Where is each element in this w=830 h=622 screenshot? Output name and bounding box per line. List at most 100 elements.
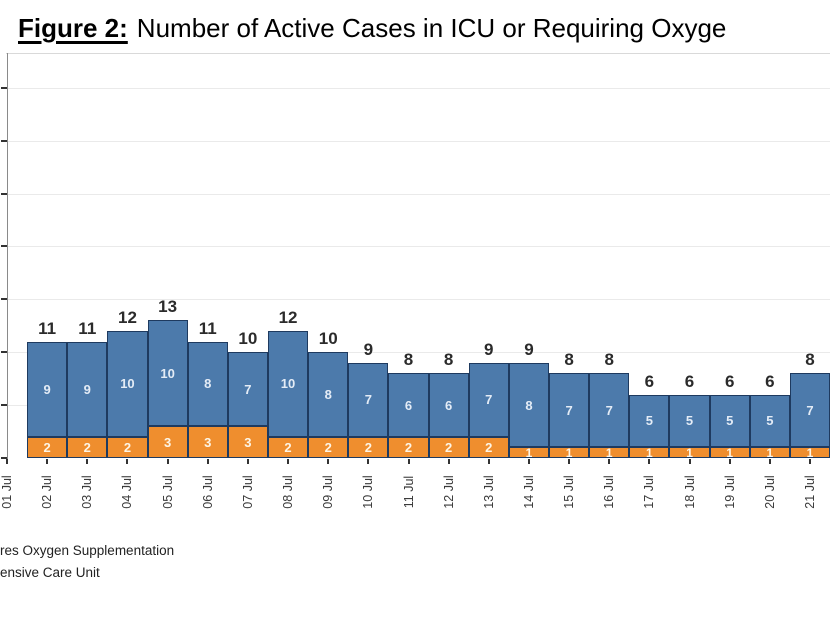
x-axis-tick [768,459,771,464]
bar-total-label: 12 [278,308,298,328]
oxygen-bar-segment: 1 [589,446,630,460]
x-tick-label: 07 Jul [240,475,255,509]
x-tick-label: 18 Jul [682,475,697,509]
bar-05-jul: 10 3 [147,320,188,458]
bar-04-jul: 10 2 [107,331,148,458]
x-tick-label: 03 Jul [80,475,95,509]
bar-total-label: 8 [403,350,414,370]
oxygen-bar-segment: 2 [468,436,509,458]
bar-total-label: 8 [805,350,815,370]
x-axis-tick [166,459,169,464]
oxygen-bar-segment: 2 [107,436,148,458]
icu-bar-segment: 7 [549,373,590,448]
icu-bar-segment: 9 [27,341,68,437]
icu-bar-segment: 6 [428,373,469,437]
bar-total-label: 11 [198,318,217,338]
x-tick-label: 05 Jul [160,475,175,509]
x-axis-tick [568,459,571,464]
oxygen-bar-segment: 1 [629,446,670,460]
oxygen-bar-segment: 2 [67,436,108,458]
oxygen-bar-segment: 1 [709,446,750,460]
y-gridline [8,193,830,195]
icu-bar-segment: 7 [589,373,630,448]
y-axis-tick [1,139,7,142]
x-axis-tick [6,459,8,464]
oxygen-bar-segment: 1 [508,446,550,460]
bar-total-label: 6 [684,371,695,391]
icu-bar-segment: 10 [267,331,309,437]
oxygen-bar-segment: 2 [267,436,309,458]
x-axis-tick [487,459,490,464]
bar-total-label: 8 [604,350,614,370]
x-axis-tick [126,459,129,464]
x-tick-label: 16 Jul [602,475,617,509]
icu-bar-segment: 6 [388,373,429,437]
oxygen-bar-segment: 1 [549,446,590,460]
legend-entry-intensive-care-unit: ensive Care Unit [0,565,100,580]
oxygen-bar-segment: 2 [388,436,429,458]
x-tick-label: 01 Jul [0,475,14,509]
bar-total-label: 6 [765,371,775,391]
oxygen-bar-segment: 2 [428,436,469,458]
y-axis-tick [1,351,7,354]
y-gridline [8,140,830,142]
oxygen-bar-segment: 2 [348,436,389,458]
bar-total-label: 8 [564,350,574,370]
icu-bar-segment: 8 [308,352,349,437]
figure-label: Figure 2: [18,13,128,43]
icu-bar-segment: 5 [669,394,710,448]
x-tick-label: 14 Jul [521,475,536,509]
x-axis-tick [688,459,691,464]
icu-bar-segment: 10 [147,320,188,427]
x-axis-tick [728,459,731,464]
icu-bar-segment: 8 [508,362,550,448]
icu-bar-segment: 7 [227,352,268,427]
x-axis-tick [527,459,530,464]
y-axis-tick [1,457,7,459]
x-axis-tick [287,459,290,464]
bar-total-label: 10 [318,329,338,349]
bar-total-label: 6 [724,371,735,391]
legend-entry-oxygen-supplementation: res Oxygen Supplementation [0,543,175,558]
x-axis-tick [46,459,49,464]
x-tick-label: 04 Jul [120,475,135,509]
bar-total-label: 11 [38,318,57,338]
oxygen-bar-segment: 1 [789,446,830,460]
x-axis-tick [327,459,330,464]
bar-total-label: 9 [484,339,494,359]
x-tick-label: 02 Jul [40,475,55,509]
oxygen-bar-segment: 1 [749,446,790,460]
bar-total-label: 11 [78,318,97,338]
x-axis-tick [367,459,370,464]
oxygen-bar-segment: 3 [147,426,188,458]
x-axis-tick [648,459,651,464]
oxygen-bar-segment: 3 [227,426,268,458]
bar-total-label: 13 [158,297,178,317]
x-axis-tick [246,459,249,464]
x-tick-label: 20 Jul [762,475,777,509]
x-tick-label: 11 Jul [401,475,416,509]
x-tick-label: 12 Jul [441,475,456,509]
x-tick-label: 06 Jul [200,475,215,509]
title-text: Number of Active Cases in ICU or Requiri… [136,13,727,43]
icu-bar-segment: 9 [67,341,108,437]
icu-bar-segment: 5 [629,394,670,448]
oxygen-bar-segment: 3 [187,426,228,458]
icu-bar-segment: 5 [749,394,790,448]
bar-total-label: 8 [443,350,454,370]
x-tick-label: 08 Jul [281,475,296,509]
bar-total-label: 9 [363,339,374,359]
y-axis-tick [1,245,7,248]
x-axis-tick [86,459,89,464]
y-axis-tick [1,298,7,301]
chart-title: Figure 2: Number of Active Cases in ICU o… [18,8,830,50]
